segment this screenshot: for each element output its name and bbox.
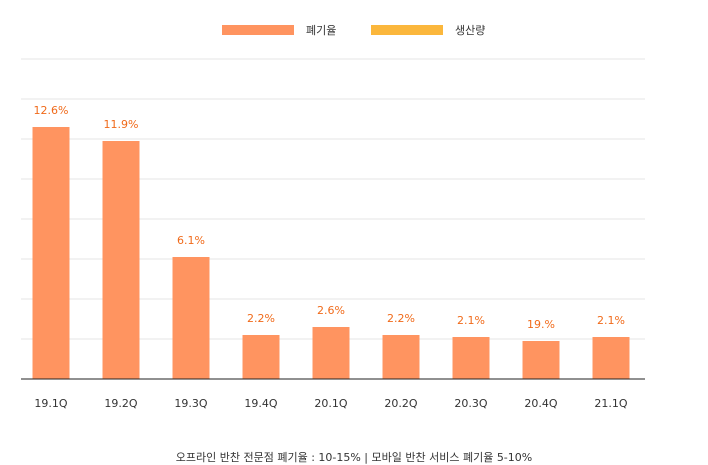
x-tick-label: 19.3Q	[174, 397, 207, 410]
legend-swatch-waste-rate	[222, 25, 294, 35]
data-label: 2.6%	[317, 304, 345, 317]
legend-label-production: 생산량	[455, 24, 486, 37]
data-label: 19.%	[527, 318, 555, 331]
x-tick-label: 19.2Q	[104, 397, 137, 410]
bar	[102, 141, 140, 379]
legend: 폐기율 생산량	[0, 22, 708, 38]
bar	[382, 335, 420, 379]
bar	[522, 341, 560, 379]
legend-item-production: 생산량	[371, 22, 485, 38]
legend-swatch-production	[371, 25, 443, 35]
x-tick-label: 20.3Q	[454, 397, 487, 410]
data-label: 12.6%	[34, 104, 69, 117]
legend-item-waste-rate: 폐기율	[222, 22, 336, 38]
data-label: 2.2%	[387, 312, 415, 325]
bar	[32, 127, 70, 379]
x-tick-label: 19.4Q	[244, 397, 277, 410]
x-tick-label: 20.1Q	[314, 397, 347, 410]
bar	[312, 327, 350, 379]
x-tick-label: 20.4Q	[524, 397, 557, 410]
data-label: 2.1%	[597, 314, 625, 327]
data-label: 6.1%	[177, 234, 205, 247]
x-tick-label: 21.1Q	[594, 397, 627, 410]
bar	[592, 337, 630, 379]
x-tick-label: 19.1Q	[34, 397, 67, 410]
footnote: 오프라인 반찬 전문점 폐기율 : 10-15% | 모바일 반찬 서비스 폐기…	[175, 451, 533, 464]
data-label: 11.9%	[104, 118, 139, 131]
legend-label-waste-rate: 폐기율	[306, 24, 337, 37]
bar	[452, 337, 490, 379]
data-label: 2.2%	[247, 312, 275, 325]
x-tick-label: 20.2Q	[384, 397, 417, 410]
bar	[242, 335, 280, 379]
bar	[172, 257, 210, 379]
data-label: 2.1%	[457, 314, 485, 327]
